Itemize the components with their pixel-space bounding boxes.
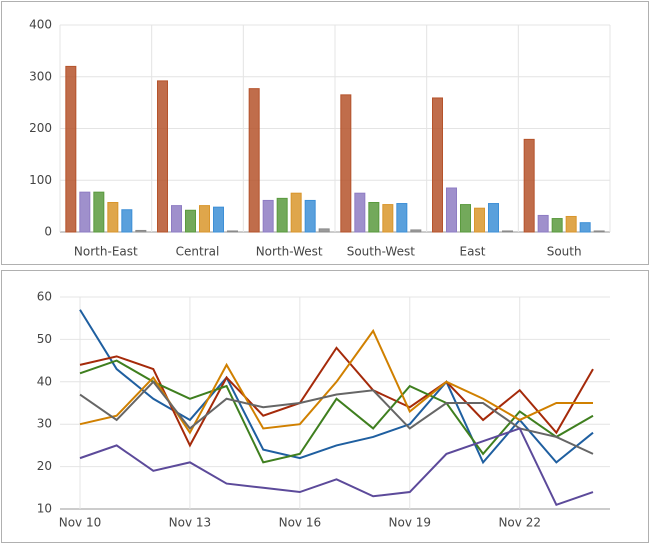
y-tick-label: 100 — [29, 173, 52, 187]
x-tick-label: North-West — [256, 245, 323, 259]
bar — [354, 192, 366, 233]
x-tick-label: East — [460, 245, 486, 259]
x-tick-label: Nov 22 — [498, 516, 541, 530]
bar — [551, 218, 563, 233]
bar — [396, 203, 408, 233]
bar — [368, 202, 380, 233]
bar — [410, 229, 422, 233]
bar — [593, 230, 605, 233]
bar — [340, 94, 352, 233]
bar — [93, 191, 105, 233]
y-tick-label: 0 — [44, 225, 52, 239]
bar — [565, 215, 577, 233]
y-tick-label: 60 — [37, 290, 52, 304]
x-tick-label: Central — [176, 245, 220, 259]
bar — [157, 80, 168, 233]
bar — [502, 230, 513, 233]
bar — [171, 205, 182, 233]
bar — [318, 228, 330, 233]
y-tick-label: 400 — [29, 18, 52, 32]
y-tick-label: 300 — [29, 69, 52, 83]
bar — [248, 88, 260, 233]
x-tick-label: South — [547, 245, 582, 259]
y-tick-label: 30 — [37, 417, 52, 431]
bar — [227, 230, 238, 233]
y-tick-label: 50 — [37, 332, 52, 346]
line — [79, 380, 594, 455]
bar — [304, 199, 316, 233]
x-tick-label: Nov 16 — [279, 516, 322, 530]
y-tick-label: 40 — [37, 374, 52, 388]
bar — [432, 97, 443, 233]
y-tick-label: 200 — [29, 121, 52, 135]
y-tick-label: 10 — [37, 502, 52, 516]
bar — [213, 206, 224, 233]
x-tick-label: Nov 10 — [59, 516, 102, 530]
y-tick-label: 20 — [37, 459, 52, 473]
bar — [446, 187, 457, 233]
bar — [107, 202, 119, 233]
x-tick-label: Nov 19 — [389, 516, 432, 530]
bar — [382, 204, 394, 233]
line — [79, 309, 594, 465]
bar — [579, 222, 591, 233]
bar — [474, 207, 485, 233]
line — [79, 427, 594, 506]
bar — [262, 199, 274, 233]
x-tick-label: North-East — [74, 245, 138, 259]
bar — [290, 192, 302, 233]
line — [79, 359, 594, 464]
bar — [79, 191, 91, 233]
bar — [488, 203, 499, 233]
x-tick-label: South-West — [347, 245, 416, 259]
bar — [199, 205, 210, 233]
bar — [185, 209, 196, 233]
line-panel — [1, 270, 649, 543]
bar — [460, 204, 471, 233]
bar — [523, 138, 535, 233]
bar — [65, 65, 77, 233]
bar — [135, 229, 147, 233]
bar — [276, 197, 288, 233]
bar — [537, 214, 549, 233]
x-tick-label: Nov 13 — [169, 516, 212, 530]
bar — [121, 209, 133, 233]
